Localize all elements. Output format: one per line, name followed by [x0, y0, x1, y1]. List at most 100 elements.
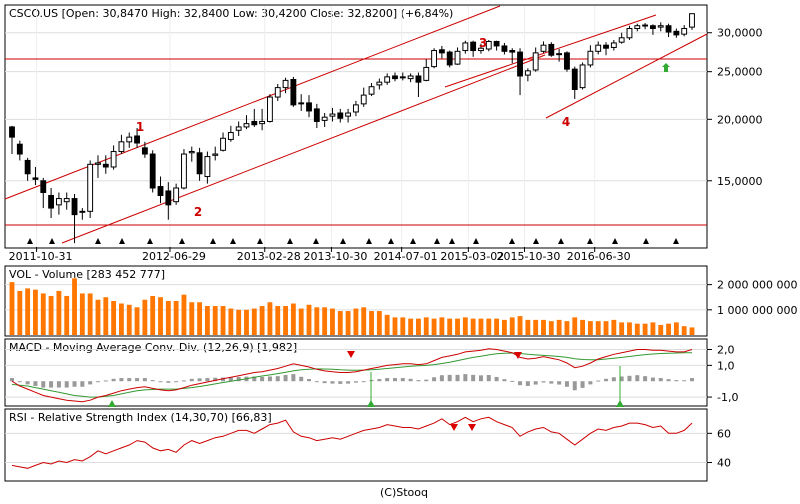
candle-down — [438, 49, 445, 54]
macd-histogram-bar — [471, 374, 476, 382]
candle-up — [298, 102, 305, 105]
volume-bar — [400, 317, 406, 335]
volume-bar — [462, 317, 468, 335]
macd-histogram-bar — [166, 381, 171, 383]
candle-down — [470, 41, 477, 52]
volume-bar — [197, 302, 203, 335]
volume-bar — [220, 306, 226, 335]
candle-down — [415, 75, 422, 83]
volume-bar — [431, 318, 437, 335]
candles — [9, 13, 695, 244]
candle-down — [493, 40, 500, 47]
volume-bar — [204, 306, 210, 335]
volume-bar — [611, 319, 617, 335]
macd-line — [11, 348, 693, 403]
macd-histogram-bar — [346, 381, 351, 384]
volume-bar — [478, 318, 484, 335]
macd-histogram-bar — [369, 379, 374, 382]
price-x-tick-label: 2015-10-30 — [497, 250, 561, 263]
event-triangle-icon — [558, 238, 564, 244]
macd-histogram-bar — [611, 377, 616, 382]
event-triangle-icon — [612, 238, 618, 244]
volume-bar — [119, 303, 124, 335]
macd-histogram-bar — [72, 381, 77, 387]
event-triangle-icon — [27, 238, 33, 244]
event-triangles — [27, 238, 679, 244]
candle-down — [102, 163, 109, 168]
event-triangle-icon — [210, 238, 216, 244]
buy-arrow-icon — [662, 63, 670, 72]
candle-up — [329, 113, 336, 117]
macd-histogram-bar — [307, 379, 312, 382]
candle-down — [157, 186, 164, 196]
candle-up — [173, 187, 180, 203]
candle-up — [118, 141, 125, 153]
candle-up — [368, 86, 375, 95]
rsi-line — [11, 416, 693, 469]
candle-down — [251, 120, 258, 126]
candle-up — [540, 44, 547, 52]
price-plot-frame — [4, 4, 708, 249]
macd-grid — [5, 349, 707, 398]
volume-bar — [572, 317, 578, 335]
macd-histogram-bar — [64, 381, 69, 388]
candle-down — [196, 152, 203, 175]
macd-histogram-bar — [408, 378, 413, 382]
candle-up — [267, 96, 273, 122]
macd-histogram-bar — [564, 381, 569, 387]
event-triangle-icon — [643, 238, 649, 244]
annotations: 1 2 3 4 — [136, 36, 670, 219]
macd-histogram-bar — [119, 378, 124, 382]
macd-y-ticks: 2,0 1,0 -1,0 — [707, 344, 738, 404]
volume-bar — [142, 299, 148, 335]
volume-bar — [72, 278, 77, 335]
macd-histogram-bar — [49, 381, 54, 388]
macd-histogram-bar — [455, 374, 460, 382]
candle-up — [227, 132, 234, 140]
price-x-tick-label: 2013-02-28 — [237, 250, 301, 263]
macd-histogram-bar — [502, 379, 507, 382]
macd-histogram-bar — [236, 376, 241, 382]
macd-histogram-bar — [377, 379, 382, 382]
volume-bar — [25, 288, 31, 335]
macd-histogram-bar — [432, 377, 437, 382]
rsi-sell-triangle-icon — [468, 424, 476, 431]
annotation-label: 4 — [562, 115, 570, 129]
volume-bar — [251, 308, 257, 335]
volume-bar — [658, 324, 664, 335]
macd-histogram-bar — [56, 381, 61, 388]
candle-up — [689, 13, 695, 28]
macd-histogram-bar — [588, 381, 593, 385]
price-x-tick-label: 2015-03-02 — [440, 250, 504, 263]
event-triangle-icon — [147, 238, 153, 244]
volume-bar — [634, 323, 640, 335]
macd-histogram-bar — [142, 378, 147, 382]
volume-bar — [517, 316, 523, 335]
macd-histogram-bar — [252, 376, 257, 382]
volume-y-tick-label: 1 000 000 000 — [717, 304, 797, 317]
macd-y-tick-label: -1,0 — [717, 391, 738, 404]
macd-signal-line — [11, 352, 693, 398]
candle-down — [290, 78, 297, 106]
volume-bar — [619, 322, 625, 335]
volume-bar — [150, 295, 156, 335]
candle-down — [313, 108, 320, 122]
event-triangle-icon — [313, 238, 319, 244]
macd-sell-triangle-icon — [347, 351, 355, 358]
macd-histogram-bar — [25, 381, 30, 385]
price-x-tick-label: 2016-06-30 — [567, 250, 631, 263]
macd-buy-triangle-icon — [367, 400, 375, 407]
volume-bar — [181, 294, 187, 335]
rsi-y-tick-label: 60 — [717, 427, 731, 440]
event-triangle-icon — [473, 238, 479, 244]
volume-bar — [361, 307, 367, 335]
price-panel: CSCO.US [Open: 30,8470 High: 32,8400 Low… — [4, 4, 763, 263]
annotation-label: 2 — [194, 205, 202, 219]
event-triangle-icon — [434, 238, 440, 244]
macd-histogram-bar — [221, 377, 226, 382]
event-triangle-icon — [366, 238, 372, 244]
lower-channel-line — [61, 54, 546, 244]
candle-down — [446, 51, 453, 66]
event-triangle-icon — [410, 238, 416, 244]
